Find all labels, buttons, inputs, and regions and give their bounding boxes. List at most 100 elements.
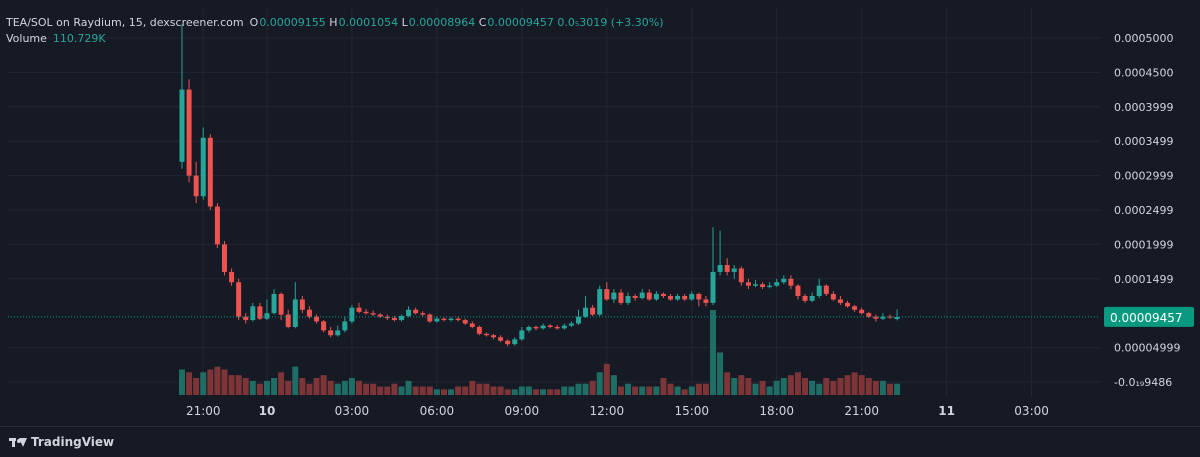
volume-bar bbox=[823, 378, 830, 395]
volume-bar bbox=[242, 378, 249, 395]
chart-legend: TEA/SOL on Raydium, 15, dexscreener.com … bbox=[6, 15, 664, 47]
volume-bar bbox=[540, 389, 547, 395]
volume-bar bbox=[858, 375, 865, 395]
candle-body bbox=[505, 340, 511, 345]
candle-body bbox=[632, 296, 638, 299]
candle-body bbox=[540, 325, 546, 329]
candle-body bbox=[696, 293, 702, 300]
candle-body bbox=[342, 321, 348, 331]
volume-bar bbox=[179, 369, 185, 395]
volume-bar bbox=[568, 386, 575, 395]
price-chart[interactable]: 0.0005000 0.0004500 0.0003999 0.0003499 0.00… bbox=[0, 0, 1200, 426]
volume-bar bbox=[426, 386, 433, 395]
volume-bar bbox=[695, 383, 702, 395]
x-tick-label: 03:00 bbox=[335, 404, 370, 418]
candle-body bbox=[306, 309, 312, 317]
volume-bar bbox=[738, 375, 745, 395]
volume-bar bbox=[455, 386, 462, 395]
volume-bar bbox=[816, 383, 823, 395]
candle-body bbox=[866, 313, 872, 317]
candle-body bbox=[455, 318, 461, 321]
volume-bar bbox=[773, 380, 780, 395]
volume-bar bbox=[256, 383, 263, 395]
candle-body bbox=[462, 320, 468, 324]
pair-title: TEA/SOL on Raydium, 15, dexscreener.com bbox=[6, 16, 244, 29]
candle-body bbox=[384, 316, 390, 319]
volume-bar bbox=[384, 386, 391, 395]
volume-bar bbox=[341, 380, 348, 395]
volume-bar bbox=[186, 372, 193, 395]
candle-body bbox=[434, 318, 440, 322]
volume-bar bbox=[759, 380, 766, 395]
volume-bar bbox=[363, 383, 370, 395]
volume-bar bbox=[702, 383, 709, 395]
high-label: H bbox=[329, 16, 338, 29]
candle-body bbox=[406, 309, 412, 316]
candle-body bbox=[547, 325, 553, 327]
volume-bar bbox=[214, 366, 221, 395]
candle-body bbox=[639, 292, 645, 299]
candle-body bbox=[264, 313, 270, 319]
y-tick-label: 0.0001499 bbox=[1114, 273, 1174, 286]
candle-body bbox=[625, 296, 631, 303]
open-value: 0.00009155 bbox=[259, 16, 326, 29]
x-tick-label: 11 bbox=[938, 404, 955, 418]
candle-body bbox=[420, 313, 426, 315]
volume-bar bbox=[603, 363, 610, 395]
volume-bar bbox=[200, 372, 207, 395]
candle-body bbox=[561, 325, 567, 329]
candle-body bbox=[377, 314, 383, 317]
candle-body bbox=[745, 282, 751, 286]
candle-body bbox=[491, 335, 497, 338]
candle-body bbox=[356, 307, 362, 312]
volume-bar bbox=[278, 372, 285, 395]
close-label: C bbox=[478, 16, 487, 29]
volume-bar bbox=[306, 383, 313, 395]
volume-bar bbox=[660, 378, 667, 395]
y-tick-label: -0.0₁₉9486 bbox=[1114, 376, 1172, 389]
volume-bar bbox=[285, 380, 292, 395]
x-tick-label: 09:00 bbox=[505, 404, 540, 418]
candle-body bbox=[611, 292, 617, 300]
tradingview-logo[interactable]: TradingView bbox=[9, 435, 114, 449]
volume-bar bbox=[525, 386, 532, 395]
candle-body bbox=[597, 289, 603, 315]
candle-body bbox=[682, 296, 688, 300]
volume-bar bbox=[476, 383, 483, 395]
volume-bar bbox=[688, 386, 695, 395]
volume-bar bbox=[193, 378, 200, 395]
candle-body bbox=[809, 296, 815, 301]
candle-body bbox=[568, 323, 574, 326]
candle-body bbox=[200, 137, 206, 197]
candle-body bbox=[193, 175, 199, 197]
candle-body bbox=[236, 282, 242, 317]
candle-body bbox=[186, 89, 192, 176]
volume-bar bbox=[894, 383, 901, 395]
candle-body bbox=[859, 309, 865, 314]
volume-bar bbox=[518, 386, 525, 395]
volume-bar bbox=[582, 383, 589, 395]
volume-bar bbox=[787, 375, 794, 395]
chart-background bbox=[0, 0, 1200, 426]
candle-body bbox=[816, 285, 822, 296]
volume-bar bbox=[348, 378, 355, 395]
candle-body bbox=[767, 285, 773, 288]
candle-body bbox=[314, 316, 320, 322]
y-tick-label: 0.0002999 bbox=[1114, 170, 1174, 183]
volume-bar bbox=[334, 383, 341, 395]
candle-body bbox=[370, 313, 376, 315]
volume-bar bbox=[802, 378, 809, 395]
x-tick-label: 06:00 bbox=[420, 404, 455, 418]
volume-bar bbox=[228, 375, 235, 395]
volume-bar bbox=[469, 380, 476, 395]
volume-bar bbox=[632, 386, 639, 395]
candle-body bbox=[845, 302, 851, 307]
last-price-label: 0.00009457 bbox=[1110, 311, 1183, 325]
candle-body bbox=[243, 316, 249, 321]
volume-bar bbox=[794, 372, 801, 395]
x-tick-label: 21:00 bbox=[844, 404, 879, 418]
candle-body bbox=[221, 244, 227, 272]
candle-body bbox=[646, 292, 652, 300]
volume-bar bbox=[547, 389, 554, 395]
candle-body bbox=[179, 89, 185, 162]
